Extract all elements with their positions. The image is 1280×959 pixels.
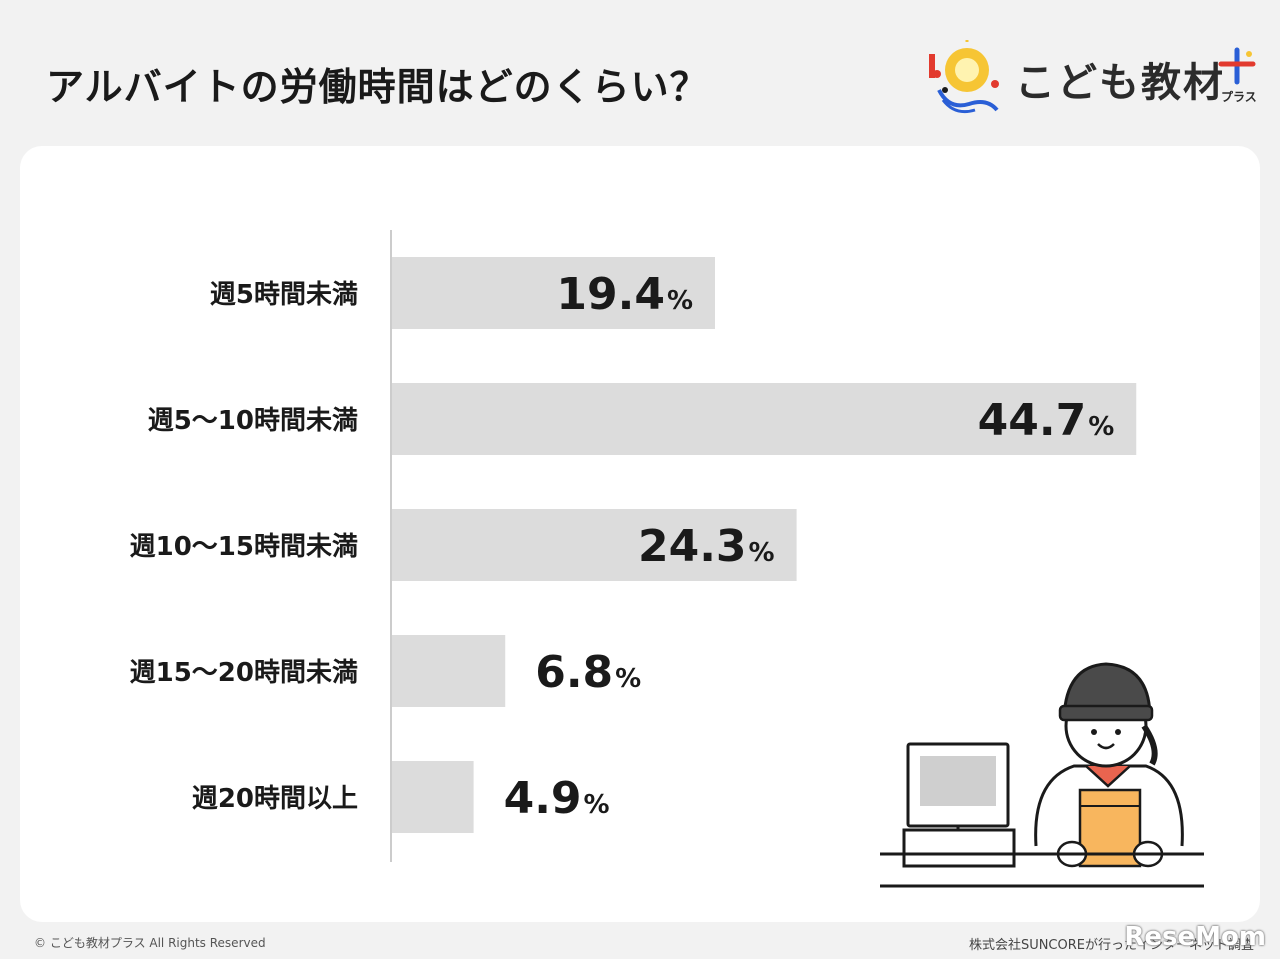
copyright-text: © こども教材プラス All Rights Reserved: [34, 936, 266, 950]
logo-text: こども教材: [1015, 60, 1225, 106]
bar-chart: 週5時間未満 19.4% 週5〜10時間未満 44.7% 週10〜15時間未満 24.3%…: [130, 230, 1137, 862]
lightbulb-logo-icon: [929, 36, 999, 114]
category-label: 週5〜10時間未満: [148, 406, 358, 436]
category-label: 週15〜20時間未満: [130, 658, 358, 688]
cashier-illustration: [880, 662, 1204, 888]
value-label: 6.8%: [535, 647, 641, 698]
bar: [392, 509, 797, 581]
source-note: 株式会社SUNCOREが行ったインターネット調査: [968, 938, 1254, 953]
category-label: 週10〜15時間未満: [130, 532, 358, 562]
value-label: 19.4%: [556, 269, 693, 320]
plus-icon: [1218, 47, 1256, 85]
bar: [392, 257, 716, 329]
bar: [392, 635, 506, 707]
brand-logo: こども教材 プラス: [925, 36, 1265, 120]
page-title: アルバイトの労働時間はどのくらい？: [46, 65, 709, 109]
category-label: 週20時間以上: [192, 784, 358, 814]
value-label: 4.9%: [504, 773, 610, 824]
value-label: 44.7%: [978, 395, 1115, 446]
bar: [392, 383, 1137, 455]
logo-subtext: プラス: [1221, 90, 1257, 104]
category-label: 週5時間未満: [210, 280, 358, 310]
value-label: 24.3%: [638, 521, 775, 572]
bar: [392, 761, 474, 833]
watermark: ReseMom: [1124, 922, 1266, 952]
